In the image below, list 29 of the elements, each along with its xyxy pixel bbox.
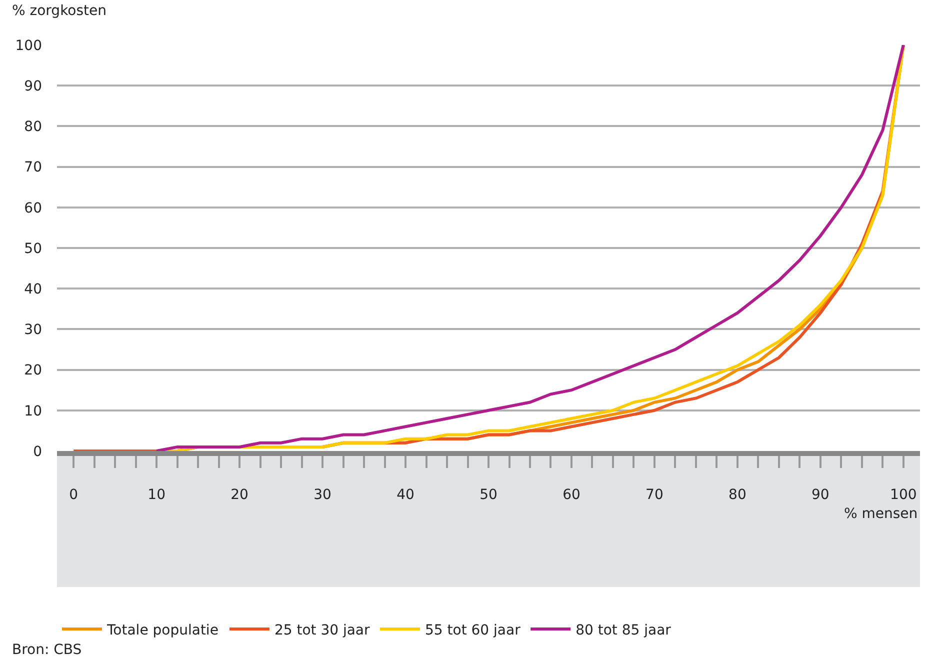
legend-label: 55 tot 60 jaar bbox=[425, 622, 521, 638]
y-tick-label: 40 bbox=[24, 282, 42, 298]
legend-label: Totale populatie bbox=[106, 622, 218, 638]
y-tick-label: 90 bbox=[24, 78, 42, 94]
y-tick-label: 30 bbox=[24, 322, 42, 338]
y-tick-label: 20 bbox=[24, 362, 42, 379]
y-tick-label: 60 bbox=[24, 200, 42, 216]
y-tick-label: 50 bbox=[24, 240, 42, 257]
y-tick-label: 0 bbox=[33, 444, 42, 460]
y-tick-label: 10 bbox=[24, 403, 42, 420]
y-axis-title: % zorgkosten bbox=[12, 3, 107, 19]
x-tick-label: 0 bbox=[69, 486, 78, 503]
legend-label: 80 tot 85 jaar bbox=[576, 622, 672, 638]
x-tick-label: 10 bbox=[148, 486, 166, 503]
y-tick-label: 100 bbox=[15, 38, 42, 54]
y-tick-label: 80 bbox=[24, 119, 42, 136]
x-tick-label: 20 bbox=[230, 486, 248, 503]
x-tick-label: 100 bbox=[890, 486, 917, 503]
x-tick-label: 30 bbox=[314, 486, 332, 503]
x-tick-label: 50 bbox=[480, 486, 498, 503]
x-tick-label: 80 bbox=[728, 486, 746, 503]
legend-label: 25 tot 30 jaar bbox=[274, 622, 370, 638]
x-tick-label: 60 bbox=[562, 486, 580, 503]
x-tick-label: 40 bbox=[396, 486, 414, 503]
text: Bron: CBS bbox=[12, 642, 82, 658]
x-tick-label: 90 bbox=[812, 486, 830, 503]
y-tick-label: 70 bbox=[24, 160, 42, 176]
x-axis-title: % mensen bbox=[844, 506, 918, 522]
x-tick-label: 70 bbox=[646, 486, 664, 503]
